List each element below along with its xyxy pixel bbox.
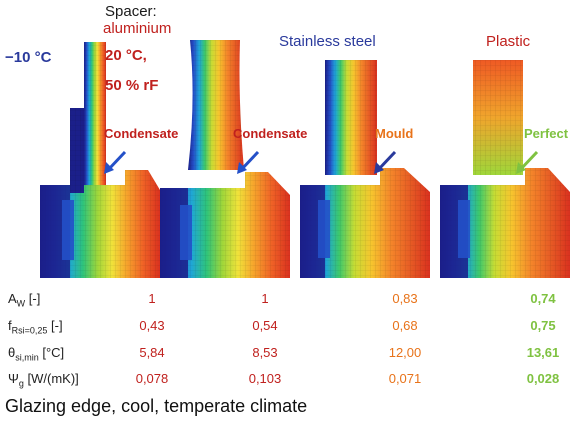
- value-frsi-aluminium-1: 0,43: [139, 318, 165, 333]
- annotation-perfect: Perfect: [524, 126, 569, 141]
- row-label-aw: AW [-]: [8, 291, 41, 309]
- thermal-panel-aluminium-1: [40, 42, 160, 278]
- row-label-frsi: fRsi=0,25 [-]: [8, 318, 63, 336]
- outside-temperature-label: −10 °C: [5, 49, 52, 66]
- inside-humidity-label: 50 % rF: [105, 77, 159, 94]
- thermal-panel-aluminium-2: [160, 40, 290, 278]
- annotation-condensate-2: Condensate: [233, 126, 308, 141]
- figure-caption: Glazing edge, cool, temperate climate: [5, 396, 308, 416]
- inside-temperature-label: 20 °C,: [105, 47, 147, 64]
- value-psi-plastic: 0,028: [526, 371, 560, 386]
- thermal-panel-plastic: [440, 60, 570, 278]
- arrow-icon-condensate-1: [104, 150, 127, 174]
- value-psi-stainless: 0,071: [388, 371, 422, 386]
- value-aw-aluminium-1: 1: [148, 291, 156, 306]
- value-aw-plastic: 0,74: [530, 291, 556, 306]
- plastic-title: Plastic: [486, 33, 531, 50]
- row-label-psi: Ψg [W/(mK)]: [8, 371, 79, 389]
- arrow-icon-condensate-2: [237, 150, 260, 174]
- annotation-condensate-1: Condensate: [104, 126, 179, 141]
- thermal-simulation-figure: [40, 40, 570, 278]
- arrow-icon-mould: [374, 150, 397, 174]
- value-frsi-stainless: 0,68: [392, 318, 418, 333]
- value-theta-aluminium-1: 5,84: [139, 345, 165, 360]
- value-psi-aluminium-1: 0,078: [135, 371, 169, 386]
- value-psi-aluminium-2: 0,103: [248, 371, 282, 386]
- value-theta-stainless: 12,00: [388, 345, 422, 360]
- row-label-theta: θsi,min [°C]: [8, 345, 65, 363]
- value-frsi-plastic: 0,75: [530, 318, 556, 333]
- spacer-material-label: aluminium: [103, 20, 172, 37]
- spacer-label: Spacer:: [105, 3, 157, 20]
- value-theta-aluminium-2: 8,53: [252, 345, 278, 360]
- annotation-mould: Mould: [375, 126, 414, 141]
- value-frsi-aluminium-2: 0,54: [252, 318, 278, 333]
- arrow-icon-perfect: [516, 150, 539, 174]
- stainless-steel-title: Stainless steel: [279, 33, 376, 50]
- value-aw-aluminium-2: 1: [261, 291, 269, 306]
- thermal-panel-stainless-steel: [300, 60, 430, 278]
- value-theta-plastic: 13,61: [526, 345, 560, 360]
- value-aw-stainless: 0,83: [392, 291, 418, 306]
